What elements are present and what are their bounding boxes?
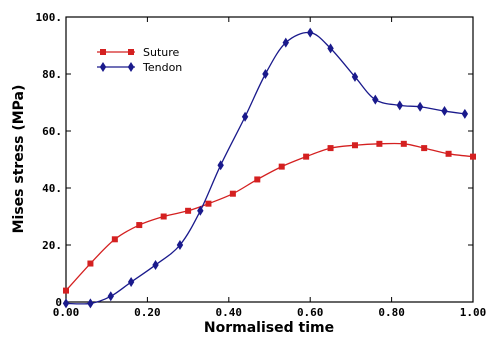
plot-frame [65, 16, 474, 303]
y-tick-label: 40. [42, 182, 62, 195]
data-point-tendon [441, 106, 448, 117]
series [62, 27, 476, 309]
data-point-suture [278, 163, 285, 170]
data-point-suture [327, 145, 334, 152]
x-tick-label: 1.00 [460, 306, 486, 319]
data-point-tendon [176, 240, 184, 250]
data-point-suture [400, 140, 407, 147]
ticks: 0.00 0.20 0.40 0.60 0.80 1.00 0 20. 40. 60. 80. 100… [36, 11, 486, 319]
data-point-tendon [197, 205, 204, 216]
x-tick-label: 0.40 [216, 306, 243, 319]
y-tick-label: 60. [42, 125, 62, 138]
data-point-suture [229, 190, 236, 197]
x-axis-title: Normalised time [204, 320, 334, 336]
legend-label-suture: Suture [143, 46, 180, 59]
series-line-suture [65, 142, 474, 292]
data-point-suture [421, 145, 428, 152]
data-point-suture [254, 176, 261, 183]
y-tick-label: 20. [42, 239, 62, 252]
data-point-tendon [351, 71, 359, 82]
data-point-tendon [62, 298, 70, 309]
data-point-suture [376, 140, 383, 147]
y-tick-label: 0 [55, 296, 62, 309]
data-point-tendon [282, 37, 289, 48]
y-tick-label: 100. [36, 11, 63, 24]
data-point-tendon [241, 111, 249, 122]
data-point-tendon [396, 100, 403, 111]
data-point-tendon [307, 27, 314, 38]
data-point-tendon [327, 43, 334, 54]
data-point-suture [351, 142, 358, 149]
x-tick-label: 0.80 [378, 306, 405, 319]
data-point-suture [303, 153, 310, 160]
data-point-suture [87, 260, 94, 267]
data-point-suture [185, 207, 192, 214]
y-axis-title: Mises stress (MPa) [11, 85, 27, 234]
data-point-tendon [416, 101, 424, 112]
data-point-suture [111, 236, 118, 243]
data-point-suture [445, 150, 452, 157]
data-point-tendon [372, 94, 379, 105]
legend-marker-tendon [99, 62, 107, 72]
data-point-tendon [87, 298, 94, 309]
x-tick-label: 0.00 [53, 306, 80, 319]
data-point-suture [470, 153, 476, 160]
legend-marker-suture [128, 49, 134, 55]
series-tendon [62, 27, 469, 309]
legend-marker-suture [100, 49, 106, 55]
series-suture [63, 140, 476, 294]
x-tick-label: 0.20 [134, 306, 161, 319]
data-point-tendon [107, 291, 114, 302]
legend: Suture Tendon [97, 46, 182, 74]
data-point-suture [136, 222, 143, 229]
data-point-suture [205, 200, 212, 207]
data-point-tendon [152, 259, 159, 270]
data-point-suture [160, 213, 167, 220]
x-tick-label: 0.60 [297, 306, 324, 319]
legend-marker-tendon [127, 62, 135, 72]
legend-label-tendon: Tendon [142, 61, 182, 74]
data-point-tendon [217, 160, 224, 171]
data-point-tendon [127, 277, 135, 288]
y-tick-label: 80. [42, 68, 62, 81]
data-point-suture [63, 287, 69, 294]
data-point-tendon [262, 69, 269, 79]
data-point-tendon [461, 108, 469, 119]
